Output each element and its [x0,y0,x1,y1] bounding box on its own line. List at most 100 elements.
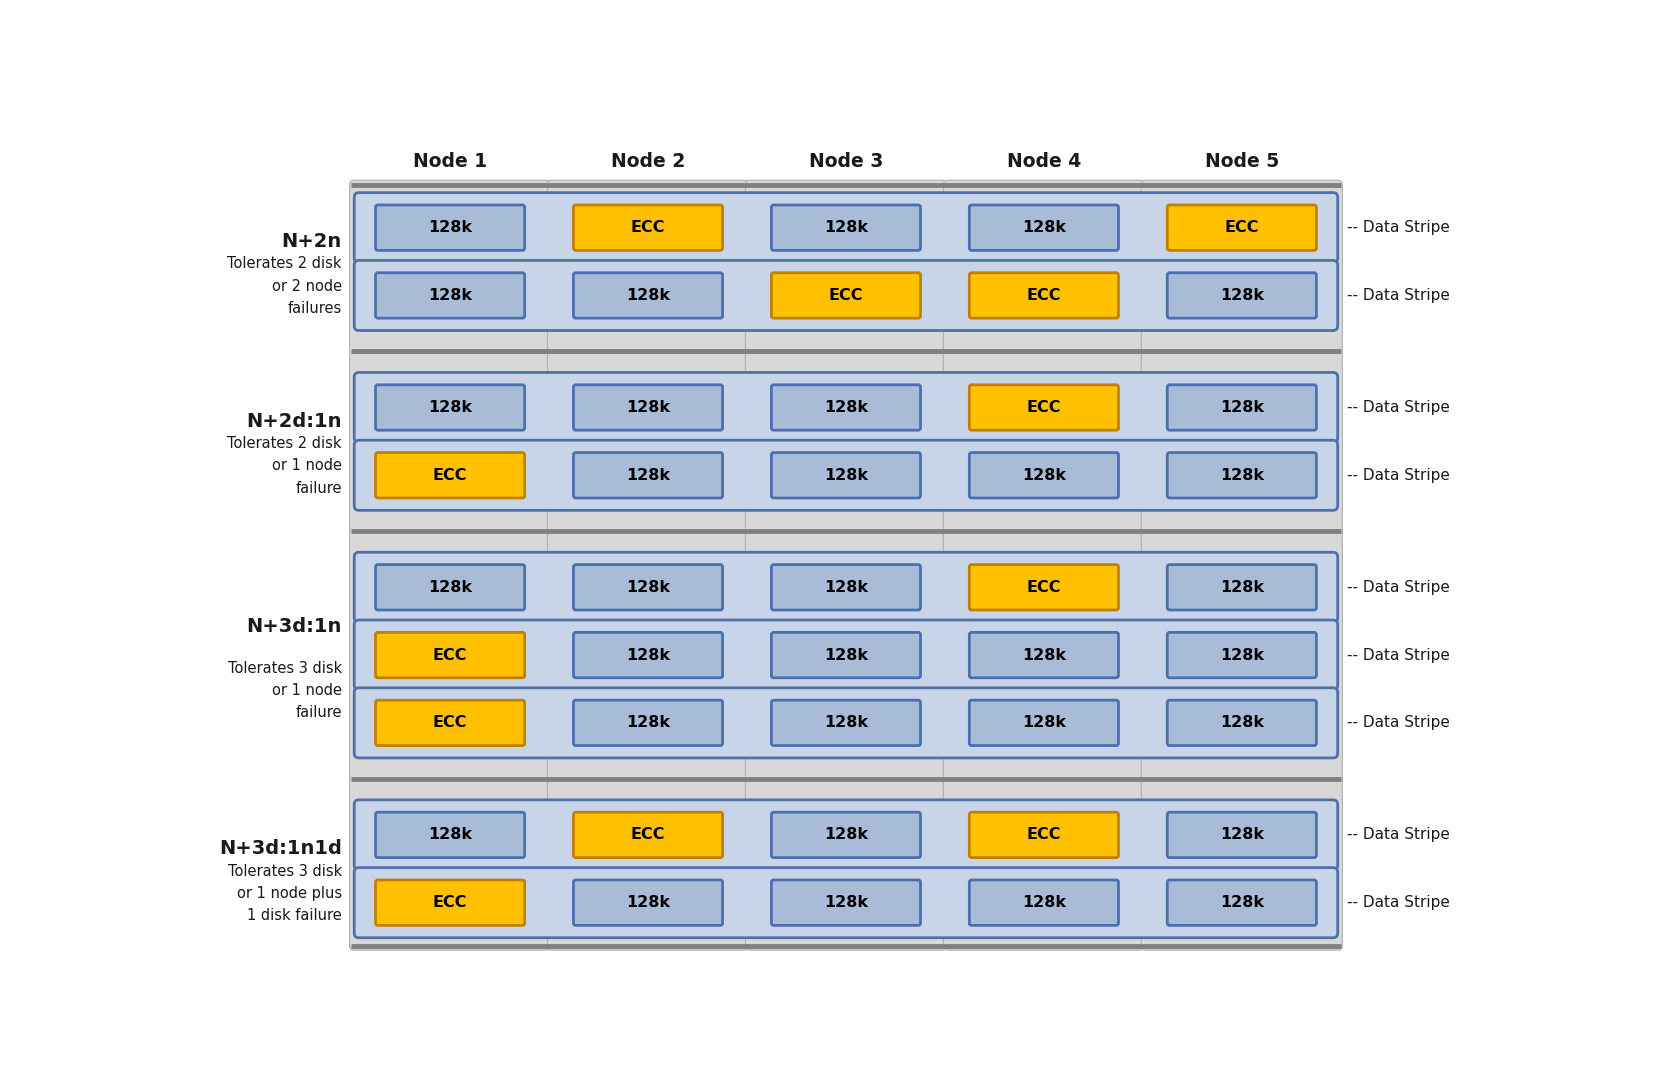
FancyBboxPatch shape [771,205,921,250]
FancyBboxPatch shape [354,800,1338,870]
Text: ECC: ECC [1225,220,1260,235]
FancyBboxPatch shape [573,205,723,250]
FancyBboxPatch shape [376,205,525,250]
Text: 128k: 128k [1220,828,1263,842]
Text: -- Data Stripe: -- Data Stripe [1346,828,1449,842]
FancyBboxPatch shape [1167,633,1316,678]
FancyBboxPatch shape [969,453,1119,498]
Text: 128k: 128k [1220,648,1263,663]
FancyBboxPatch shape [1167,385,1316,430]
FancyBboxPatch shape [573,880,723,925]
FancyBboxPatch shape [573,633,723,678]
Text: 128k: 128k [1022,220,1065,235]
FancyBboxPatch shape [573,453,723,498]
Text: ECC: ECC [632,220,665,235]
Text: 128k: 128k [627,580,670,595]
FancyBboxPatch shape [354,552,1338,622]
FancyBboxPatch shape [771,701,921,746]
Text: 128k: 128k [627,648,670,663]
FancyBboxPatch shape [376,701,525,746]
Text: 128k: 128k [627,895,670,910]
Text: ECC: ECC [1027,400,1060,415]
Text: Tolerates 3 disk
or 1 node plus
1 disk failure: Tolerates 3 disk or 1 node plus 1 disk f… [228,863,342,923]
FancyBboxPatch shape [1167,273,1316,318]
Text: 128k: 128k [1220,895,1263,910]
Text: 128k: 128k [429,580,472,595]
FancyBboxPatch shape [573,812,723,858]
Text: 128k: 128k [429,828,472,842]
Text: 128k: 128k [824,648,868,663]
Text: N+3d:1n1d: N+3d:1n1d [219,840,342,858]
FancyBboxPatch shape [354,372,1338,443]
Text: Node 5: Node 5 [1205,152,1280,171]
Text: -- Data Stripe: -- Data Stripe [1346,468,1449,483]
Text: ECC: ECC [432,895,467,910]
FancyBboxPatch shape [944,180,1145,950]
FancyBboxPatch shape [376,565,525,610]
Text: 128k: 128k [1022,468,1065,483]
Text: 128k: 128k [1022,895,1065,910]
Text: 128k: 128k [627,716,670,731]
Text: ECC: ECC [432,716,467,731]
FancyBboxPatch shape [376,812,525,858]
FancyBboxPatch shape [573,273,723,318]
Text: ECC: ECC [1027,580,1060,595]
FancyBboxPatch shape [573,385,723,430]
Text: ECC: ECC [829,288,863,303]
FancyBboxPatch shape [771,812,921,858]
FancyBboxPatch shape [771,385,921,430]
FancyBboxPatch shape [1167,205,1316,250]
Text: 128k: 128k [824,828,868,842]
Text: ECC: ECC [432,468,467,483]
Text: -- Data Stripe: -- Data Stripe [1346,895,1449,910]
FancyBboxPatch shape [573,565,723,610]
Text: 128k: 128k [824,580,868,595]
Text: ECC: ECC [1027,288,1060,303]
FancyBboxPatch shape [1167,880,1316,925]
FancyBboxPatch shape [349,180,550,950]
FancyBboxPatch shape [969,701,1119,746]
Text: 128k: 128k [1220,580,1263,595]
Text: -- Data Stripe: -- Data Stripe [1346,648,1449,663]
Text: 128k: 128k [429,400,472,415]
Text: ECC: ECC [1027,828,1060,842]
FancyBboxPatch shape [354,868,1338,938]
Text: -- Data Stripe: -- Data Stripe [1346,288,1449,303]
FancyBboxPatch shape [969,273,1119,318]
FancyBboxPatch shape [771,880,921,925]
Text: -- Data Stripe: -- Data Stripe [1346,400,1449,415]
Text: Node 1: Node 1 [414,152,487,171]
Text: 128k: 128k [429,288,472,303]
FancyBboxPatch shape [354,440,1338,510]
Text: Node 2: Node 2 [612,152,685,171]
FancyBboxPatch shape [771,565,921,610]
Text: 128k: 128k [627,468,670,483]
Text: 128k: 128k [824,895,868,910]
FancyBboxPatch shape [354,620,1338,690]
FancyBboxPatch shape [1167,812,1316,858]
Text: 128k: 128k [824,400,868,415]
Text: -- Data Stripe: -- Data Stripe [1346,220,1449,235]
FancyBboxPatch shape [746,180,946,950]
Text: 128k: 128k [627,400,670,415]
Text: -- Data Stripe: -- Data Stripe [1346,580,1449,595]
FancyBboxPatch shape [1167,565,1316,610]
Text: 128k: 128k [627,288,670,303]
Text: 128k: 128k [1220,468,1263,483]
FancyBboxPatch shape [771,453,921,498]
FancyBboxPatch shape [376,880,525,925]
Text: ECC: ECC [432,648,467,663]
Text: N+2d:1n: N+2d:1n [246,412,342,431]
Text: Tolerates 3 disk
or 1 node
failure: Tolerates 3 disk or 1 node failure [228,661,342,720]
FancyBboxPatch shape [1142,180,1343,950]
FancyBboxPatch shape [969,812,1119,858]
Text: 128k: 128k [1022,648,1065,663]
FancyBboxPatch shape [1167,701,1316,746]
Text: 128k: 128k [824,468,868,483]
Text: 128k: 128k [824,716,868,731]
Text: 128k: 128k [1220,400,1263,415]
Text: 128k: 128k [1022,716,1065,731]
FancyBboxPatch shape [376,385,525,430]
Text: ECC: ECC [632,828,665,842]
FancyBboxPatch shape [547,180,748,950]
